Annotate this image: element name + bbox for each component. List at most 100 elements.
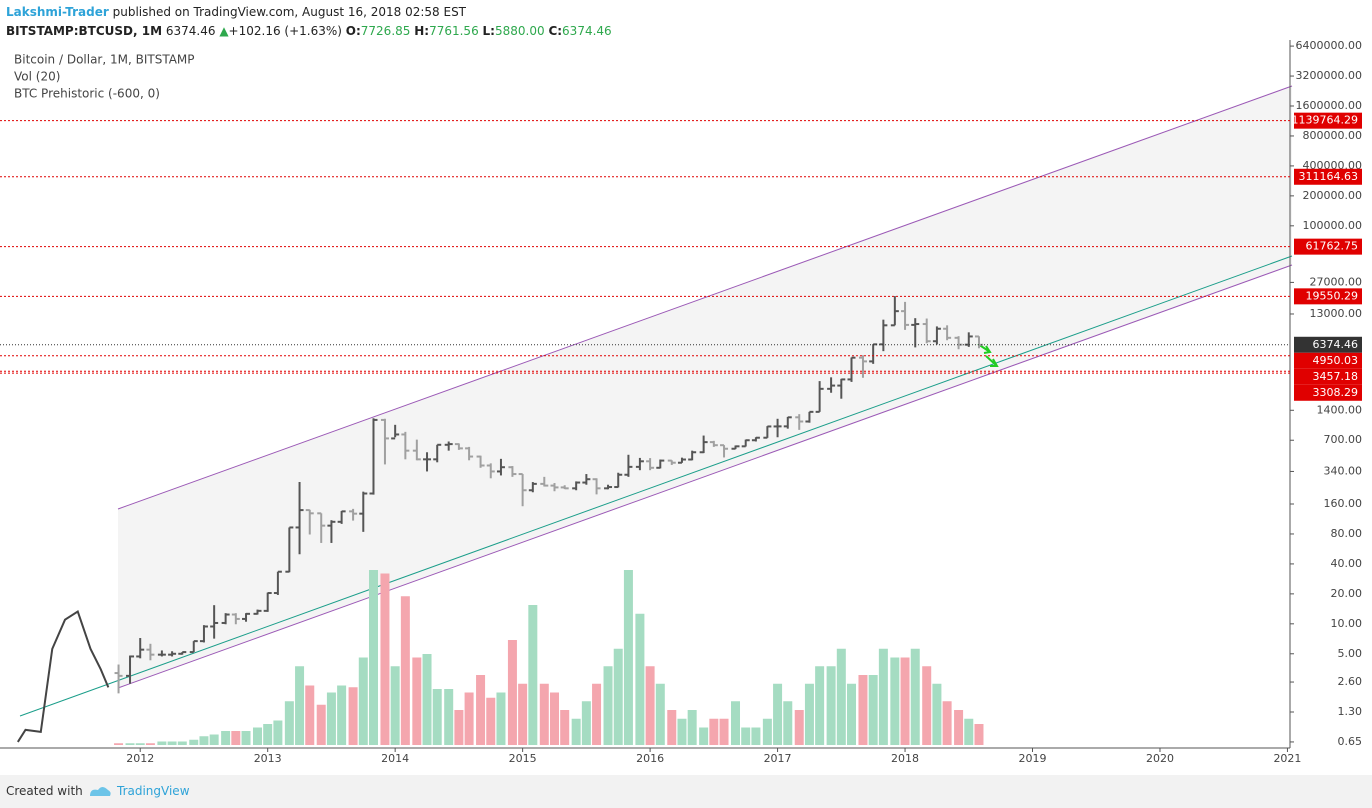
volume-bar bbox=[613, 648, 623, 745]
volume-bar bbox=[464, 692, 474, 745]
o: 7726.85 bbox=[360, 24, 411, 38]
symbol: BITSTAMP:BTCUSD, 1M bbox=[6, 24, 163, 38]
volume-bar bbox=[305, 685, 315, 745]
volume-bar bbox=[942, 701, 952, 745]
volume-bar bbox=[539, 683, 549, 745]
volume-bar bbox=[603, 666, 613, 745]
volume-bar bbox=[741, 727, 751, 745]
volume-bar bbox=[571, 718, 581, 745]
x-tick-label: 2020 bbox=[1146, 752, 1174, 765]
price-tag bbox=[1294, 336, 1362, 353]
y-tick-label: 400000.00 bbox=[1303, 159, 1363, 172]
price-tag-label: 6374.46 bbox=[1313, 338, 1359, 351]
volume-bar bbox=[836, 648, 846, 745]
y-tick-label: 160.00 bbox=[1324, 497, 1363, 510]
legend-entry: Vol (20) bbox=[14, 70, 60, 84]
l: 5880.00 bbox=[494, 24, 545, 38]
x-tick-label: 2015 bbox=[509, 752, 537, 765]
y-tick-label: 340.00 bbox=[1324, 464, 1363, 477]
chart: Bitcoin / Dollar, 1M, BITSTAMP Vol (20) … bbox=[0, 39, 1363, 765]
volume-bar bbox=[783, 701, 793, 745]
volume-bar bbox=[189, 739, 199, 745]
volume-bar bbox=[125, 743, 135, 745]
y-tick-label: 10.00 bbox=[1331, 617, 1363, 630]
volume-bar bbox=[751, 727, 761, 745]
volume-bar bbox=[560, 710, 570, 745]
volume-bar bbox=[157, 741, 167, 745]
volume-bar bbox=[581, 701, 591, 745]
volume-bar bbox=[731, 701, 741, 745]
volume-bar bbox=[241, 731, 251, 745]
x-tick-label: 2016 bbox=[636, 752, 664, 765]
volume-bar bbox=[326, 692, 336, 745]
l-label: L: bbox=[482, 24, 495, 38]
h-label: H: bbox=[414, 24, 430, 38]
volume-bar bbox=[135, 743, 145, 745]
volume-bar bbox=[804, 683, 814, 745]
legend-entry: BTC Prehistoric (-600, 0) bbox=[14, 87, 160, 101]
volume-bar bbox=[507, 640, 517, 745]
volume-bar bbox=[878, 648, 888, 745]
volume-bar bbox=[868, 675, 878, 745]
price-tag bbox=[1294, 288, 1362, 305]
volume-bar bbox=[815, 666, 825, 745]
y-tick-label: 80.00 bbox=[1331, 527, 1363, 540]
y-tick-label: 700.00 bbox=[1324, 433, 1363, 446]
volume-bar bbox=[400, 596, 410, 745]
y-tick-label: 40.00 bbox=[1331, 557, 1363, 570]
volume-bar bbox=[390, 666, 400, 745]
price-tag bbox=[1294, 112, 1362, 129]
y-tick-label: 200000.00 bbox=[1303, 189, 1363, 202]
volume-bar bbox=[762, 718, 772, 745]
last: 6374.46 bbox=[165, 24, 216, 38]
y-tick-label: 1600000.00 bbox=[1296, 99, 1362, 112]
volume-bar bbox=[773, 683, 783, 745]
price-tag-label: 4950.03 bbox=[1313, 354, 1359, 367]
volume-bar bbox=[635, 613, 645, 745]
volume-bar bbox=[655, 683, 665, 745]
author[interactable]: Lakshmi-Trader bbox=[6, 5, 109, 19]
volume-bar bbox=[932, 683, 942, 745]
o-label: O: bbox=[345, 24, 361, 38]
channel-fill bbox=[118, 86, 1292, 688]
volume-bar bbox=[337, 685, 347, 745]
volume-bar bbox=[549, 692, 559, 745]
volume-bar bbox=[273, 720, 283, 745]
volume-bar bbox=[677, 718, 687, 745]
volume-bar bbox=[709, 718, 719, 745]
x-tick-label: 2018 bbox=[891, 752, 919, 765]
c: 6374.46 bbox=[562, 24, 612, 38]
price-tag bbox=[1294, 352, 1362, 369]
footer: Created with TradingView bbox=[0, 775, 1372, 808]
publish-line: Lakshmi-Trader published on TradingView.… bbox=[6, 3, 612, 22]
volume-bar bbox=[209, 734, 219, 745]
channel-lower bbox=[117, 264, 1293, 689]
volume-bar bbox=[486, 697, 496, 745]
volume-bar bbox=[432, 689, 442, 745]
change: +102.16 (+1.63%) bbox=[228, 24, 342, 38]
volume-bar bbox=[221, 731, 231, 745]
volume-bar bbox=[687, 710, 697, 745]
volume-bar bbox=[167, 741, 177, 745]
created: Created with bbox=[6, 784, 83, 798]
x-tick-label: 2021 bbox=[1273, 752, 1301, 765]
volume-bar bbox=[794, 710, 804, 745]
y-tick-label: 6400000.00 bbox=[1296, 39, 1362, 52]
volume-bar bbox=[518, 683, 528, 745]
volume-bar bbox=[858, 675, 868, 745]
price-tag-label: 61762.75 bbox=[1306, 240, 1359, 253]
y-tick-label: 2.60 bbox=[1338, 675, 1363, 688]
volume-bar bbox=[454, 710, 464, 745]
logo bbox=[90, 787, 111, 796]
price-tag bbox=[1294, 368, 1362, 385]
arrow-2 bbox=[985, 355, 999, 367]
volume-bar bbox=[199, 736, 209, 745]
volume-bar bbox=[900, 657, 910, 745]
volume-bar bbox=[847, 683, 857, 745]
volume-bar bbox=[177, 741, 187, 745]
brand[interactable]: TradingView bbox=[117, 784, 190, 798]
y-tick-label: 800000.00 bbox=[1303, 129, 1363, 142]
volume-bar bbox=[890, 657, 900, 745]
header: Lakshmi-Trader published on TradingView.… bbox=[6, 3, 612, 41]
